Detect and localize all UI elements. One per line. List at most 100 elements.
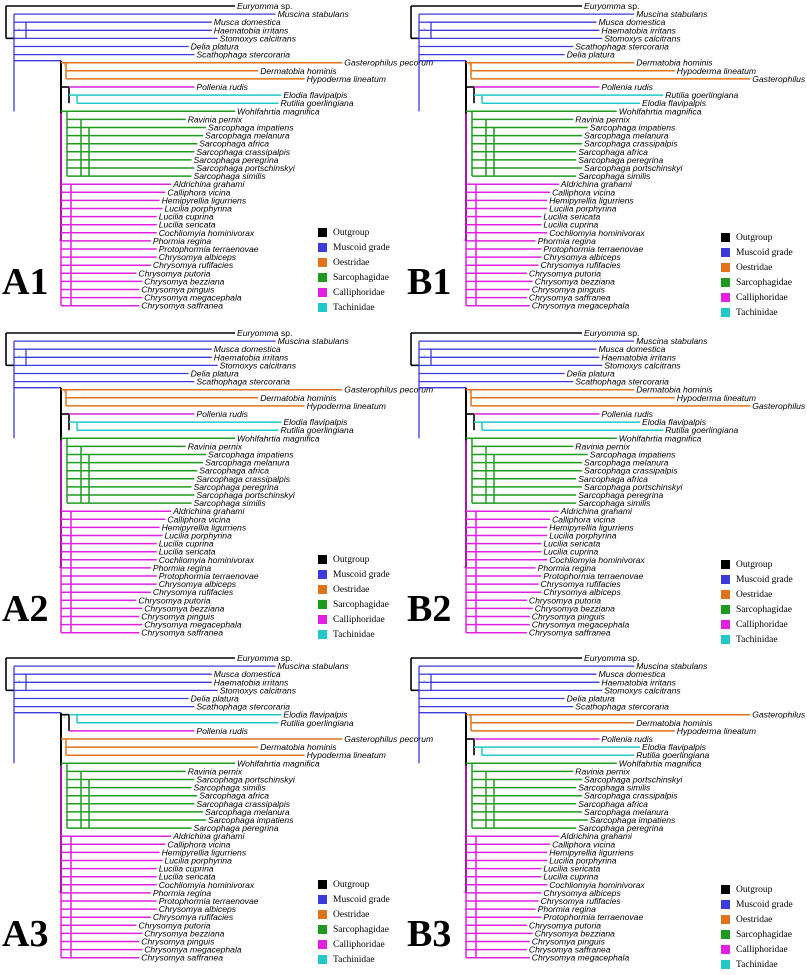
taxon-label: Sarcophaga crassipalpis [584, 466, 678, 476]
taxon-label: Chrysomya pinguis [532, 937, 606, 947]
taxon-label: Haematobia irritans [601, 677, 676, 687]
legend-swatch [318, 880, 327, 889]
taxon-label: Euryomma sp. [237, 1, 292, 11]
legend-label: Muscoid grade [333, 894, 390, 905]
legend-label: Outgroup [333, 554, 370, 565]
taxon-label: Sarcophaga portschinskyi [584, 775, 683, 785]
taxon-label: Muscina stabulans [278, 9, 350, 19]
taxon-label: Musca domestica [214, 344, 281, 354]
taxon-label: Hypoderma lineatum [677, 66, 756, 76]
legend-item: Oestridae [318, 582, 390, 597]
taxon-label: Protophormia terraenovae [543, 571, 643, 581]
taxon-label: Chrysomya megacephala [144, 620, 242, 630]
taxon-label: Lucilia porphyrina [549, 204, 617, 214]
legend-item: Tachinidae [721, 305, 793, 320]
taxon-label: Chrysomya albiceps [159, 904, 237, 914]
taxon-label: Chrysomya rufifacies [541, 896, 622, 906]
taxon-label: Chrysomya saffranea [529, 628, 611, 638]
taxon-label: Stomoxys calcitrans [604, 685, 681, 695]
taxon-label: Chrysomya pinguis [141, 612, 215, 622]
taxon-label: Lucilia porphyrina [549, 531, 617, 541]
legend-item: Tachinidae [318, 627, 390, 642]
svg-text:1: 1 [18, 678, 21, 683]
taxon-label: Chrysomya rufifacies [153, 587, 234, 597]
taxon-label: Sarcophaga africa [578, 799, 648, 809]
taxon-label: Sarcophaga portschinskyi [584, 482, 683, 492]
legend-item: Muscoid grade [721, 572, 793, 587]
taxon-label: Dermatobia hominis [260, 66, 337, 76]
legend-item: Oestridae [318, 255, 390, 270]
svg-text:1: 1 [468, 714, 471, 719]
taxon-label: Chrysomya saffranea [529, 945, 611, 955]
taxon-label: Sarcophaga peregrina [578, 490, 663, 500]
taxon-label: Chrysomya putoria [529, 920, 601, 930]
group-legend: Outgroup Muscoid grade Oestridae Sarcophagi… [318, 552, 390, 642]
legend-swatch [721, 620, 730, 629]
legend-swatch [721, 263, 730, 272]
taxon-label: Chrysomya megacephala [144, 945, 242, 955]
taxon-label: Chrysomya pinguis [532, 612, 606, 622]
panel-label: A2 [2, 588, 49, 630]
legend-item: Outgroup [721, 557, 793, 572]
taxon-label: Musca domestica [214, 669, 281, 679]
legend-swatch [721, 560, 730, 569]
taxon-label: Chrysomya rufifacies [541, 579, 622, 589]
taxon-label: Delia platura [567, 369, 615, 379]
group-legend: Outgroup Muscoid grade Oestridae Sarcophagi… [721, 230, 793, 320]
legend-swatch [721, 930, 730, 939]
taxon-label: Wohlfahrtia magnifica [237, 433, 320, 443]
taxon-label: Gasterophilus pecorum [752, 401, 807, 411]
taxon-label: Stomoxys calcitrans [220, 33, 297, 43]
taxon-label: Sarcophaga melanura [584, 807, 669, 817]
taxon-label: Lucilia sericata [543, 212, 600, 222]
svg-text:1: 1 [463, 889, 466, 894]
taxon-label: Chrysomya pinguis [141, 285, 215, 295]
taxon-label: Cochliomyia hominivorax [159, 880, 255, 890]
taxon-label: Haematobia irritans [601, 25, 676, 35]
legend-label: Muscoid grade [736, 574, 793, 585]
taxon-label: Ravinia pernix [188, 766, 243, 776]
legend-label: Outgroup [736, 232, 773, 243]
svg-text:1: 1 [58, 889, 61, 894]
taxon-label: Protophormia terraenovae [159, 244, 259, 254]
taxon-label: Chrysomya bezziana [535, 603, 615, 613]
taxon-label: Aldrichina grahami [172, 831, 245, 841]
legend-label: Tachinidae [333, 954, 375, 965]
legend-label: Tachinidae [736, 634, 778, 645]
taxon-label: Rutilia goerlingiana [665, 425, 738, 435]
legend-swatch [318, 940, 327, 949]
taxon-label: Dermatobia hominis [636, 385, 713, 395]
legend-item: Oestridae [721, 587, 793, 602]
legend-item: Outgroup [721, 882, 793, 897]
legend-label: Sarcophagidae [333, 599, 389, 610]
taxon-label: Elodia flavipalpis [642, 417, 707, 427]
taxon-label: Sarcophaga africa [578, 147, 648, 157]
legend-item: Oestridae [721, 912, 793, 927]
taxon-label: Lucilia porphyrina [165, 531, 233, 541]
legend-item: Muscoid grade [721, 245, 793, 260]
taxon-label: Wohlfahrtia magnifica [619, 106, 702, 116]
taxon-label: Haematobia irritans [214, 677, 289, 687]
taxon-label: Ravinia pernix [575, 441, 630, 451]
taxon-label: Musca domestica [599, 669, 666, 679]
svg-text:1: 1 [423, 678, 426, 683]
svg-text:1: 1 [63, 714, 66, 719]
taxon-label: Delia platura [191, 369, 239, 379]
legend-label: Muscoid grade [333, 569, 390, 580]
group-legend: Outgroup Muscoid grade Oestridae Sarcophagi… [721, 557, 793, 647]
taxon-label: Hypoderma lineatum [307, 74, 386, 84]
legend-label: Oestridae [736, 262, 773, 273]
taxon-label: Dermatobia hominis [260, 393, 337, 403]
legend-label: Outgroup [736, 559, 773, 570]
taxon-label: Sarcophaga portschinskyi [584, 163, 683, 173]
taxon-label: Chrysomya putoria [138, 920, 210, 930]
taxon-label: Lucilia sericata [543, 539, 600, 549]
taxon-label: Sarcophaga portschinskyi [196, 163, 295, 173]
legend-label: Sarcophagidae [736, 277, 792, 288]
legend-item: Outgroup [318, 877, 390, 892]
svg-text:1: 1 [18, 353, 21, 358]
legend-swatch [721, 248, 730, 257]
taxon-label: Lucilia cuprina [159, 212, 214, 222]
